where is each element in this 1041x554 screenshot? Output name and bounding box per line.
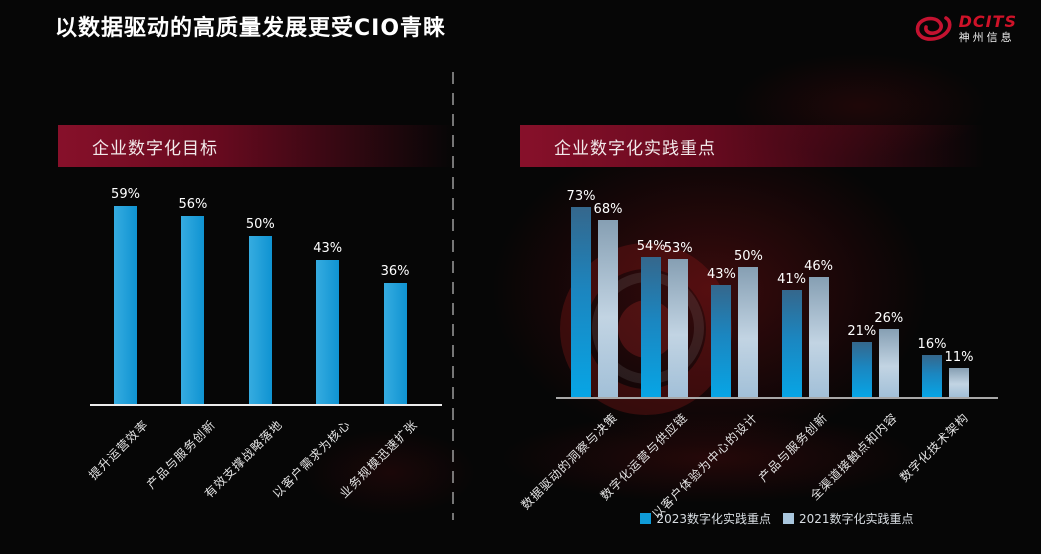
bar-value-label: 43% [313, 240, 343, 256]
category-label: 产品与服务创新 [143, 417, 219, 492]
category-label: 有效支撑战略落地 [202, 417, 286, 501]
right-chart-title: 企业数字化实践重点 [554, 138, 716, 159]
bar-value-label: 54% [636, 238, 666, 254]
logo-brand-text: DCITS [958, 11, 1017, 31]
bar-value-label: 16% [917, 337, 947, 353]
left-chart-title: 企业数字化目标 [92, 138, 218, 159]
bar [114, 206, 137, 404]
bar [316, 259, 340, 404]
bar-value-label: 59% [111, 187, 140, 203]
legend-swatch-2021 [783, 513, 794, 524]
practice-bar-chart: 73% 54% 43% 41% 21% 16% 68% 53% 50% 46% 26% 11% 数据驱动… [518, 178, 998, 521]
category-label: 以客户需求为核心 [269, 417, 354, 501]
bar [383, 283, 407, 404]
x-axis-line [556, 397, 998, 399]
bar-value-label: 41% [777, 272, 807, 288]
bar-value-label: 73% [566, 189, 596, 205]
x-axis-line [90, 404, 442, 406]
legend-label-2023: 2023数字化实践重点 [656, 512, 771, 526]
bar [641, 256, 662, 397]
bar-value-label: 36% [380, 264, 410, 280]
brand-logo: DCITS 神州信息 [913, 12, 1017, 46]
bar [922, 355, 942, 397]
bar-value-label: 43% [706, 267, 736, 283]
bar [738, 267, 759, 397]
bar-value-label: 11% [944, 350, 974, 366]
bar-value-label: 56% [178, 197, 208, 213]
bar-value-label: 68% [593, 202, 623, 218]
category-label: 提升运营效率 [85, 417, 151, 483]
page-title: 以数据驱动的高质量发展更受CIO青睐 [55, 16, 447, 41]
legend-swatch-2023 [640, 513, 652, 524]
bar [851, 342, 872, 397]
bar-value-label: 46% [804, 259, 834, 275]
bar [181, 216, 205, 404]
left-chart-title-banner: 企业数字化目标 [58, 125, 454, 167]
bar [598, 220, 618, 397]
bar-value-label: 21% [847, 324, 877, 340]
goals-bar-chart: 59% 提升运营效率 56% 产品与服务创新 50% 有效支撑战略落地 43% 以客户需求为核… [86, 186, 442, 501]
dcits-swirl-icon [915, 16, 952, 41]
bar-value-label: 26% [874, 311, 904, 327]
bar [878, 329, 899, 397]
legend-item-2021: 2021数字化实践重点 [783, 510, 914, 527]
bar-value-label: 50% [245, 217, 275, 233]
bar [711, 285, 732, 397]
right-chart-title-banner: 企业数字化实践重点 [520, 125, 985, 167]
logo-company-text: 神州信息 [958, 31, 1015, 45]
legend-item-2023: 2023数字化实践重点 [640, 510, 771, 527]
legend-label-2021: 2021数字化实践重点 [799, 512, 914, 526]
bar-value-label: 53% [663, 241, 693, 257]
category-label: 业务规模迅速扩张 [336, 417, 421, 501]
chart-legend: 2023数字化实践重点 2021数字化实践重点 [556, 510, 998, 527]
bar [808, 277, 829, 397]
bar [571, 207, 591, 397]
panel-divider-dashed-line [452, 72, 454, 520]
bar [781, 290, 802, 397]
bar [248, 236, 272, 404]
bar [949, 368, 969, 397]
bar-value-label: 50% [733, 249, 763, 264]
bar [668, 259, 689, 397]
logo-text: DCITS 神州信息 [958, 11, 1017, 45]
